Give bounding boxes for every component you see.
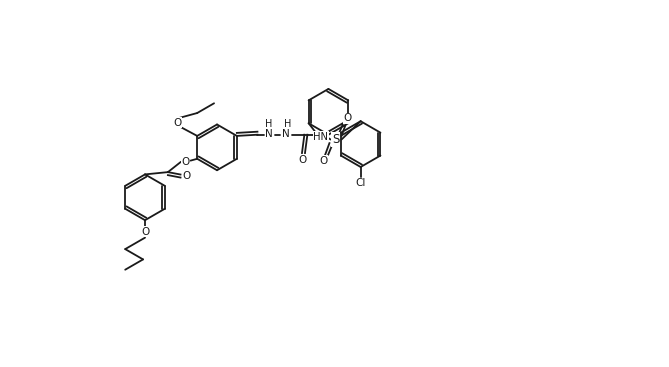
Text: Cl: Cl (355, 178, 366, 188)
Text: H: H (265, 119, 272, 129)
Text: HN: HN (313, 131, 328, 142)
Text: O: O (141, 227, 149, 237)
Text: H: H (284, 119, 291, 129)
Text: N: N (265, 128, 273, 138)
Text: O: O (343, 113, 352, 123)
Text: S: S (332, 133, 339, 146)
Text: N: N (282, 128, 290, 138)
Text: O: O (299, 155, 307, 165)
Text: O: O (173, 118, 181, 128)
Text: O: O (182, 157, 190, 167)
Text: O: O (319, 156, 328, 166)
Text: O: O (183, 171, 191, 181)
